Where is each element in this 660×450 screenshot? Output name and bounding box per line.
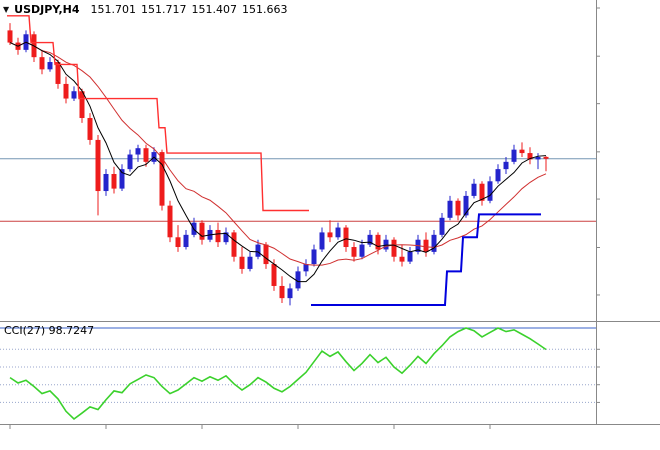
quote-open: 151.701	[90, 3, 136, 16]
quote-close: 151.663	[241, 3, 288, 16]
time-axis[interactable]: 25 Nov 2024 27 Nov 20:00 29 Nov 20:00 3 …	[0, 425, 660, 450]
symbol-timeframe-label: USDJPY,H4	[14, 3, 80, 16]
indicator-label: CCI(27) 98.7247	[4, 324, 95, 337]
quote-low: 151.407	[191, 3, 237, 16]
indicator-axis[interactable]: 220.2541 100 0.00 -100 -200 293.6033	[597, 322, 660, 424]
symbol-menu-icon[interactable]: ▼	[3, 5, 10, 14]
quote-high: 151.717	[140, 3, 187, 16]
chart-header: ▼ USDJPY,H4 151.701 151.717 151.407 151.…	[3, 3, 287, 16]
